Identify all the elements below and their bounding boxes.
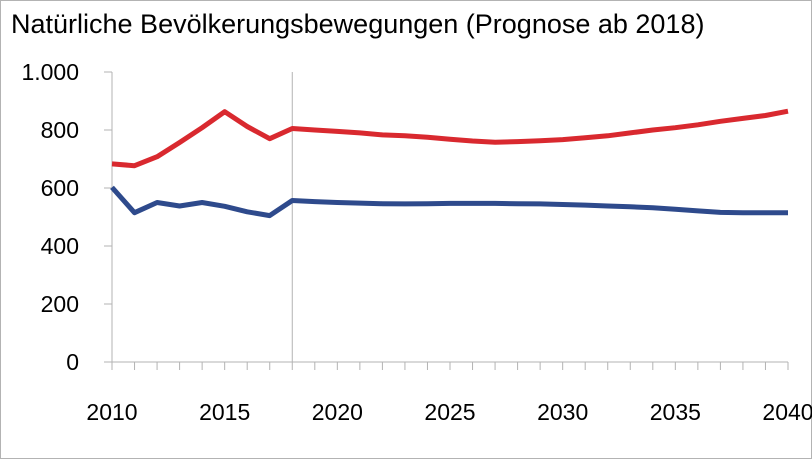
series-line-1	[111, 108, 789, 169]
y-tick-label: 800	[41, 117, 79, 143]
x-tick-label: 2010	[86, 399, 137, 425]
y-tick-label: 400	[41, 233, 79, 259]
x-tick-label: 2015	[199, 399, 250, 425]
chart-title: Natürliche Bevölkerungsbewegungen (Progn…	[11, 9, 705, 39]
x-tick-label: 2040	[762, 399, 812, 425]
x-tick-label: 2020	[312, 399, 363, 425]
x-tick-label: 2025	[424, 399, 475, 425]
y-tick-label: 600	[41, 175, 79, 201]
x-tick-label: 2035	[650, 399, 701, 425]
x-tick-label: 2030	[537, 399, 588, 425]
y-tick-label: 0	[66, 349, 79, 375]
y-tick-label: 1.000	[21, 59, 79, 85]
series-line-2	[110, 185, 788, 219]
y-tick-label: 200	[41, 291, 79, 317]
